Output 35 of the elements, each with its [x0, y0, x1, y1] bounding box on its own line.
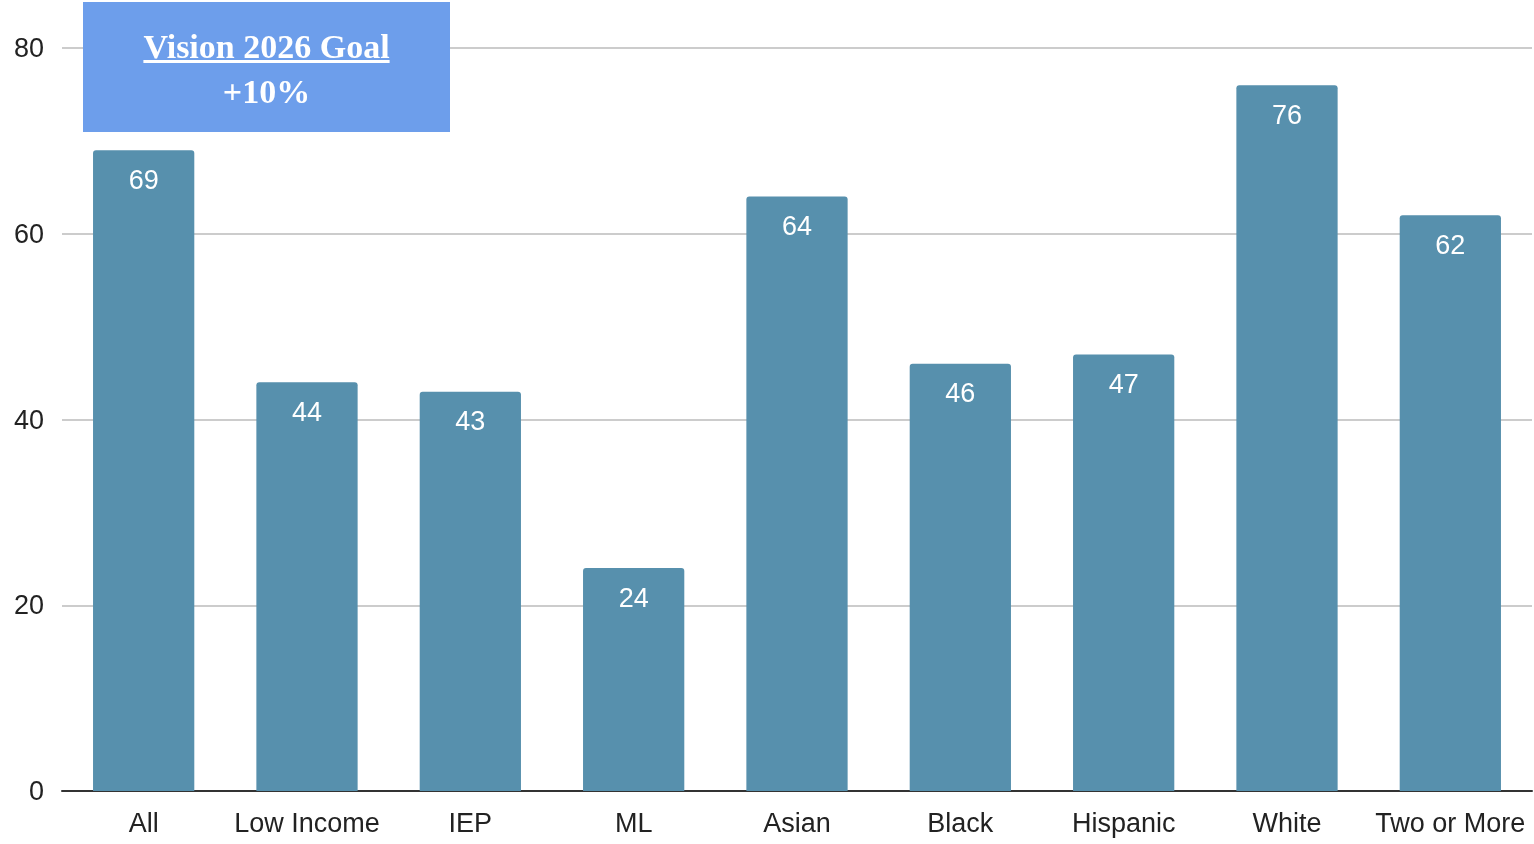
y-tick-label: 0 — [28, 776, 44, 806]
data-label: 43 — [455, 406, 486, 437]
data-label: 62 — [1435, 229, 1466, 260]
x-tick-label: White — [1252, 807, 1322, 838]
y-tick-label: 80 — [13, 33, 44, 63]
bar — [1399, 215, 1501, 791]
bar — [1236, 85, 1338, 791]
x-tick-label: ML — [614, 807, 653, 838]
bar — [93, 150, 195, 791]
data-label: 76 — [1271, 99, 1303, 130]
x-tick-label: Two or More — [1375, 807, 1526, 838]
y-tick-label: 60 — [13, 218, 44, 249]
bar — [1073, 354, 1175, 791]
annotation: Vision 2026 Goal — [142, 27, 391, 67]
x-tick-label: Asian — [763, 807, 831, 838]
data-label: 44 — [291, 396, 323, 427]
x-tick-label: Black — [927, 807, 994, 838]
data-label: 24 — [618, 582, 649, 613]
x-tick-label: Low Income — [234, 807, 380, 838]
bar — [909, 363, 1011, 791]
annotation: +10% — [221, 72, 312, 112]
y-tick-label: 20 — [13, 590, 44, 621]
x-tick-label: All — [128, 807, 159, 838]
bar — [256, 382, 358, 791]
x-tick-label: IEP — [448, 807, 493, 838]
bar — [419, 391, 521, 791]
data-label: 64 — [781, 211, 813, 242]
x-tick-label: Hispanic — [1071, 807, 1176, 838]
y-tick-label: 40 — [13, 404, 44, 435]
bar — [583, 568, 685, 791]
note-box: Vision 2026 Goal +10% — [83, 2, 450, 132]
bar — [746, 196, 848, 791]
data-label: 69 — [128, 164, 159, 195]
data-label: 46 — [945, 378, 976, 409]
data-label: 47 — [1108, 368, 1139, 399]
